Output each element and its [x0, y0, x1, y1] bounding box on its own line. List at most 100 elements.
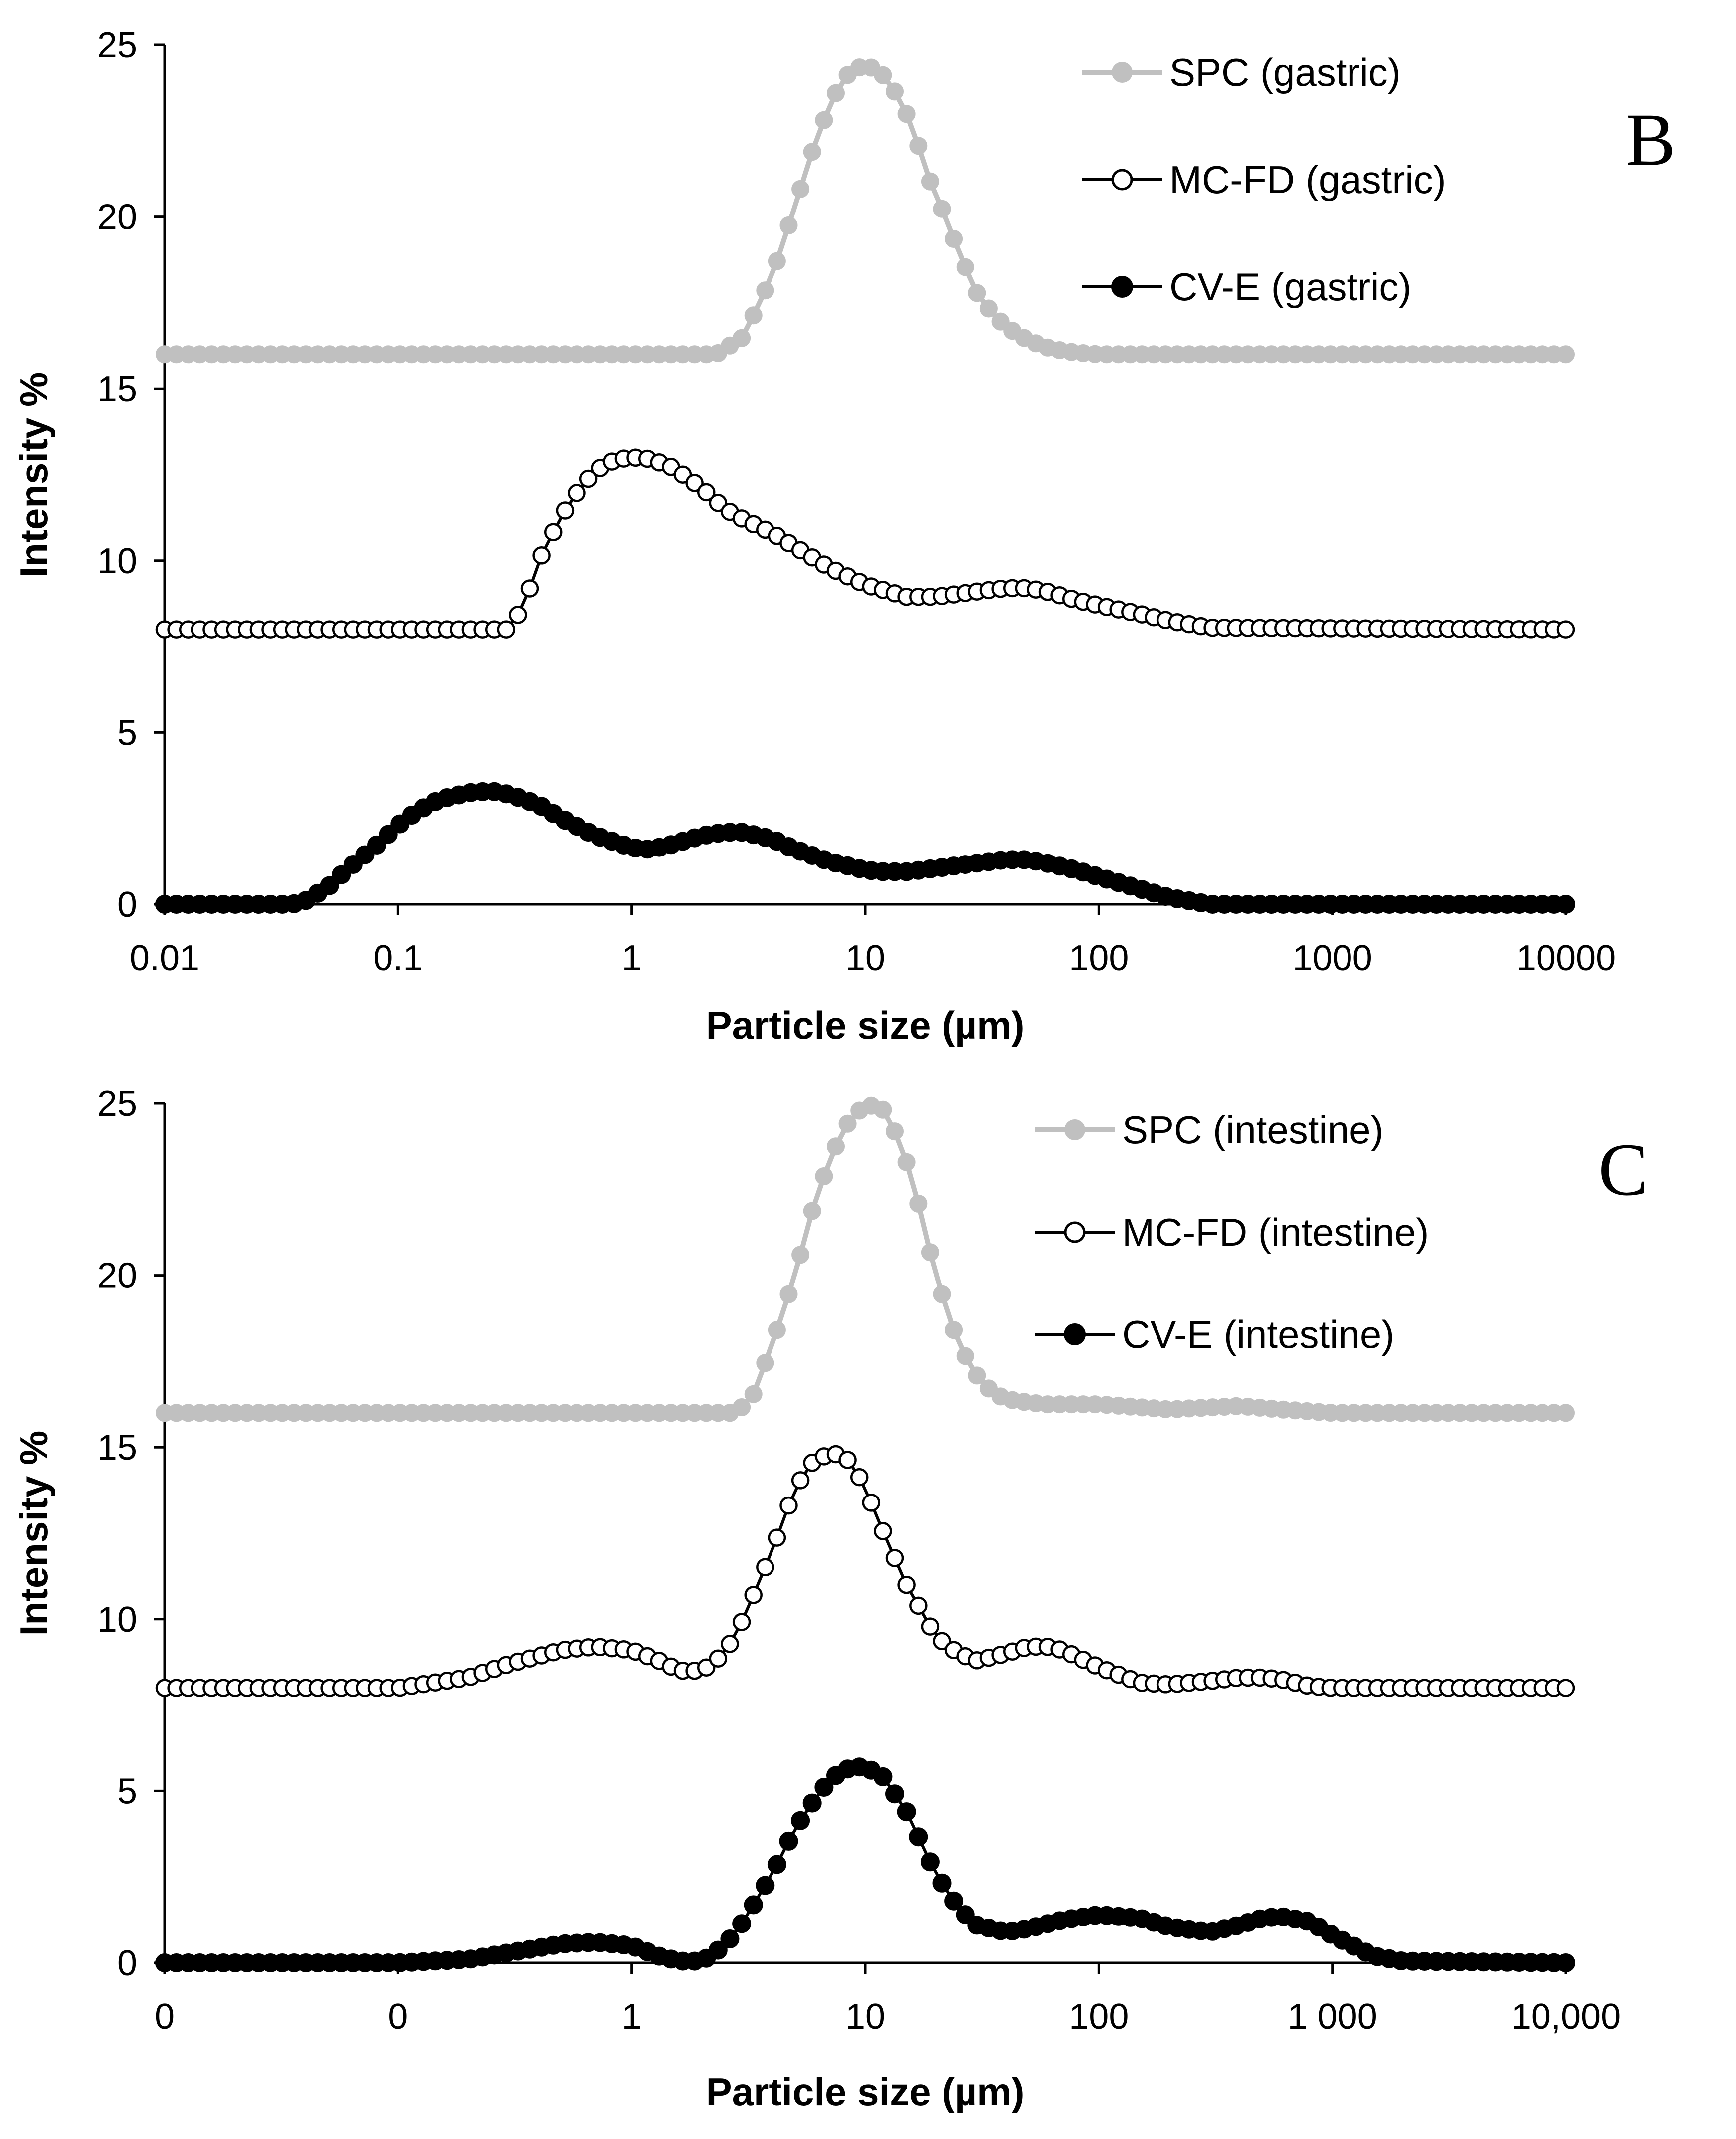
legend-label: CV-E (intestine) — [1122, 1312, 1394, 1356]
y-tick-label: 5 — [117, 713, 137, 753]
data-point — [956, 258, 974, 276]
data-point — [862, 1494, 881, 1512]
panel-letter: B — [1626, 98, 1676, 181]
x-tick-label: 0 — [155, 1997, 175, 2037]
x-tick-label: 10000 — [1516, 938, 1616, 978]
y-tick-label: 25 — [97, 25, 137, 65]
data-point — [933, 1285, 951, 1303]
legend-marker — [1064, 1221, 1086, 1243]
data-point — [367, 835, 386, 855]
x-tick-label: 1 000 — [1288, 1997, 1377, 2037]
data-point — [932, 1873, 952, 1893]
data-point — [744, 1385, 763, 1403]
data-point — [768, 252, 786, 270]
x-tick-label: 1 — [622, 938, 642, 978]
data-point — [497, 620, 516, 639]
legend-entry-mc-fd-intestine: MC-FD (intestine) — [1035, 1210, 1429, 1254]
data-point — [791, 1811, 810, 1830]
data-point — [756, 1354, 774, 1372]
x-tick-label: 10 — [845, 1997, 885, 2037]
data-point — [897, 1575, 916, 1594]
x-axis-title: Particle size (µm) — [706, 2070, 1025, 2114]
series-mc-fd-gastric — [155, 448, 1575, 639]
legend-marker — [1112, 62, 1133, 83]
data-point — [921, 1243, 939, 1262]
data-point — [697, 483, 716, 502]
x-tick-label: 1000 — [1293, 938, 1372, 978]
data-point — [827, 1137, 845, 1156]
data-point — [732, 1914, 752, 1933]
x-tick-label: 0.01 — [130, 938, 199, 978]
data-point — [897, 105, 916, 123]
y-tick-label: 15 — [97, 369, 137, 409]
legend-label: MC-FD (gastric) — [1169, 158, 1446, 202]
data-point — [897, 1153, 916, 1171]
data-point — [803, 143, 821, 161]
data-point — [885, 1549, 904, 1567]
data-point — [886, 1122, 904, 1141]
legend-marker — [1064, 1323, 1086, 1345]
data-point — [720, 1929, 740, 1948]
data-point — [850, 1468, 869, 1487]
data-point — [897, 1802, 916, 1822]
data-point — [933, 1632, 951, 1651]
data-point — [909, 1827, 928, 1847]
data-point — [838, 1114, 857, 1133]
data-point — [756, 1876, 775, 1895]
data-point — [744, 1586, 763, 1604]
y-tick-label: 25 — [97, 1084, 137, 1124]
y-tick-label: 15 — [97, 1428, 137, 1468]
data-point — [909, 1194, 928, 1213]
chart-panel-b: 0 5 10 15 20 25 0.01 0.1 1 10 100 1000 10000 Particle… — [12, 25, 1676, 1047]
data-point — [779, 1496, 798, 1515]
legend-label: SPC (gastric) — [1169, 50, 1401, 94]
data-point — [779, 216, 798, 234]
data-point — [709, 494, 728, 512]
x-tick-label: 100 — [1069, 1997, 1129, 2037]
data-point — [827, 84, 845, 102]
data-point — [744, 1895, 763, 1915]
x-axis-title: Particle size (µm) — [706, 1003, 1025, 1047]
data-point — [885, 1784, 904, 1804]
data-point — [1556, 1679, 1575, 1697]
data-point — [874, 1522, 892, 1540]
y-tick-label: 10 — [97, 541, 137, 581]
data-point — [979, 299, 998, 318]
y-axis-title: Intensity % — [12, 372, 56, 578]
data-point — [873, 1767, 893, 1786]
data-point — [945, 230, 963, 248]
data-point — [779, 1285, 798, 1303]
data-point — [709, 1649, 728, 1668]
data-point — [1556, 1953, 1575, 1972]
panel-letter: C — [1598, 1128, 1648, 1211]
data-point — [920, 1852, 940, 1872]
data-point — [1556, 620, 1575, 639]
legend-marker — [1111, 276, 1133, 298]
data-point — [909, 1596, 928, 1615]
data-point — [544, 523, 563, 541]
data-point — [921, 172, 939, 191]
x-tick-label: 10,000 — [1511, 1997, 1621, 2037]
data-point — [909, 137, 928, 155]
x-tick-label: 0.1 — [373, 938, 423, 978]
data-point — [685, 474, 704, 492]
data-point — [1557, 345, 1575, 364]
data-point — [791, 1246, 810, 1264]
data-point — [520, 579, 539, 598]
series-mc-fd-intestine — [155, 1445, 1575, 1697]
y-tick-label: 20 — [97, 1256, 137, 1296]
data-point — [732, 1613, 751, 1631]
data-point — [721, 1635, 739, 1653]
data-point — [779, 1831, 798, 1851]
data-point — [733, 1398, 751, 1416]
data-point — [933, 200, 951, 218]
legend-entry-spc-intestine: SPC (intestine) — [1035, 1108, 1384, 1152]
data-point — [956, 1905, 975, 1925]
data-point — [733, 329, 751, 347]
data-point — [874, 1100, 892, 1119]
data-point — [791, 1471, 810, 1490]
data-point — [697, 1658, 716, 1677]
series-cv-e-gastric — [155, 782, 1575, 914]
